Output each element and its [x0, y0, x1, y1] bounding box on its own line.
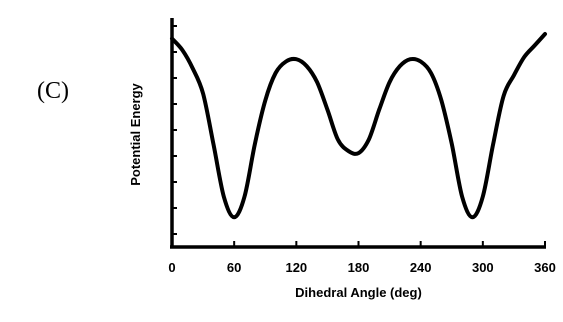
x-tick-label: 60: [227, 260, 241, 275]
x-tick-label: 360: [534, 260, 556, 275]
x-tick-label: 120: [285, 260, 307, 275]
series-line: [170, 32, 547, 220]
y-axis-title: Potential Energy: [128, 82, 143, 185]
x-axis-ticks: 0 60 120 180 240 300 360: [168, 241, 556, 275]
chart-axes: [170, 18, 546, 249]
x-tick-label: 0: [168, 260, 175, 275]
panel-label: (C): [37, 78, 69, 104]
x-tick-label: 300: [472, 260, 494, 275]
x-axis-title: Dihedral Angle (deg): [295, 285, 422, 300]
x-tick-label: 240: [410, 260, 432, 275]
plot-area: [170, 32, 547, 220]
x-tick-label: 180: [348, 260, 370, 275]
